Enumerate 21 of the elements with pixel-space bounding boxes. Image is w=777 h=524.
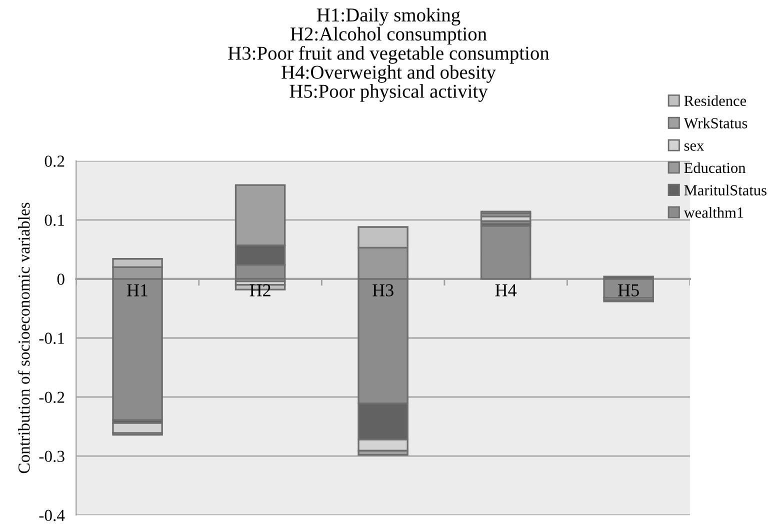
x-tick-label: H5	[618, 284, 639, 296]
legend-label: WrkStatus	[684, 118, 748, 128]
legend-label: MaritulStatus	[684, 184, 766, 196]
legend-label: wealthm1	[684, 207, 744, 218]
y-tick-label: -0.4	[39, 510, 65, 522]
y-tick-label: -0.2	[39, 392, 64, 404]
legend-label: Residence	[684, 95, 746, 106]
y-axis-title: Contribution of socioeconomic variables	[18, 202, 30, 474]
legend-label: Education	[684, 162, 746, 174]
y-tick-label: 0	[57, 274, 64, 285]
x-tick-label: H4	[495, 284, 517, 296]
x-tick-label: H2	[250, 284, 270, 296]
y-tick-label: -0.1	[39, 332, 64, 344]
chart-title: H1:Daily smoking H2:Alcohol consumption H3:Poor fruit and vegetable consumption H4:Overweight and obesity H5:Poor physical activity	[228, 8, 550, 102]
y-tick-label: -0.3	[39, 450, 64, 462]
y-tick-label: 0.2	[44, 156, 64, 167]
x-tick-label: H1	[127, 284, 148, 296]
bar	[480, 224, 532, 280]
legend-label: sex	[684, 143, 704, 151]
x-tick-label: H3	[372, 284, 394, 296]
y-tick-label: 0.1	[44, 214, 64, 226]
